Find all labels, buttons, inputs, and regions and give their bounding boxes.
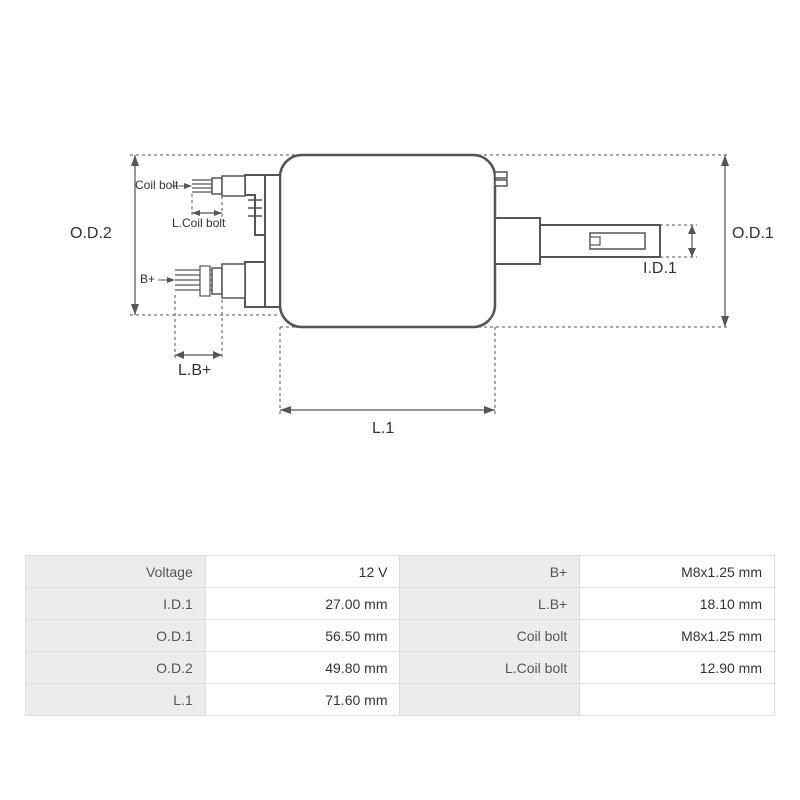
spec-key: L.Coil bolt [400,652,580,684]
table-row: I.D.1 27.00 mm L.B+ 18.10 mm [26,588,775,620]
label-od2: O.D.2 [70,225,112,243]
solenoid-drawing [0,0,800,470]
spec-val: M8x1.25 mm [580,556,775,588]
spec-table: Voltage 12 V B+ M8x1.25 mm I.D.1 27.00 m… [25,555,775,716]
spec-val: 18.10 mm [580,588,775,620]
spec-val: 27.00 mm [205,588,400,620]
spec-key: Coil bolt [400,620,580,652]
table-row: Voltage 12 V B+ M8x1.25 mm [26,556,775,588]
spec-val: 56.50 mm [205,620,400,652]
spec-val: 12.90 mm [580,652,775,684]
label-od1: O.D.1 [732,225,774,243]
table-row: O.D.1 56.50 mm Coil bolt M8x1.25 mm [26,620,775,652]
spec-key [400,684,580,716]
technical-diagram: O.D.2 O.D.1 I.D.1 Coil bolt L.Coil bolt … [0,0,800,470]
spec-val [580,684,775,716]
spec-key: O.D.1 [26,620,206,652]
spec-key: O.D.2 [26,652,206,684]
spec-key: I.D.1 [26,588,206,620]
spec-val: 12 V [205,556,400,588]
spec-val: M8x1.25 mm [580,620,775,652]
label-lb-plus: L.B+ [178,362,211,380]
label-b-plus: B+ [140,272,155,286]
spec-key: Voltage [26,556,206,588]
label-l-coil-bolt: L.Coil bolt [172,216,225,230]
table-row: O.D.2 49.80 mm L.Coil bolt 12.90 mm [26,652,775,684]
label-id1: I.D.1 [643,260,677,278]
spec-key: L.B+ [400,588,580,620]
spec-val: 49.80 mm [205,652,400,684]
spec-key: B+ [400,556,580,588]
spec-table-body: Voltage 12 V B+ M8x1.25 mm I.D.1 27.00 m… [26,556,775,716]
label-l1: L.1 [372,420,394,438]
table-row: L.1 71.60 mm [26,684,775,716]
label-coil-bolt: Coil bolt [135,178,178,192]
spec-val: 71.60 mm [205,684,400,716]
spec-key: L.1 [26,684,206,716]
